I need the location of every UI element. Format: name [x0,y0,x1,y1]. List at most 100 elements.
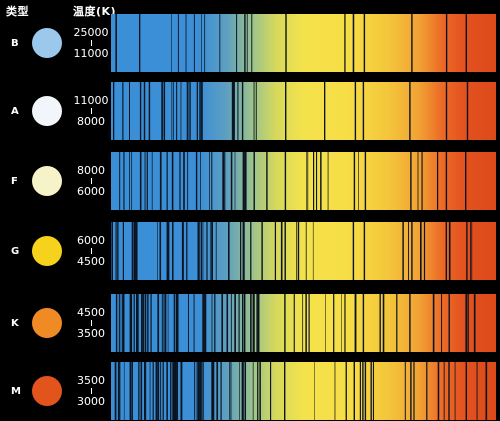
temperature-range: 4500 3500 [74,290,108,356]
absorption-line [266,152,268,210]
absorption-line [159,222,162,280]
absorption-line [466,222,468,280]
absorption-line [204,14,206,72]
absorption-line [239,362,240,420]
absorption-line [164,294,167,352]
absorption-line [129,362,132,420]
absorption-line [320,152,322,210]
absorption-line [244,152,247,210]
absorption-line [352,222,355,280]
absorption-line [250,222,252,280]
class-letter: K [11,317,19,329]
temperature-high: 11000 [73,94,109,107]
absorption-line [244,362,247,420]
absorption-line [382,294,384,352]
absorption-line [298,222,300,280]
class-row-a: A 11000 8000 [0,78,500,144]
absorption-line [260,362,261,420]
absorption-line [219,14,221,72]
absorption-line [284,152,287,210]
absorption-line [370,362,372,420]
absorption-line [305,222,307,280]
absorption-line [284,294,286,352]
absorption-line [293,294,295,352]
absorption-line [363,14,366,72]
absorption-line [172,362,174,420]
absorption-line [177,14,179,72]
temperature-header: 温度(K) [73,5,117,18]
absorption-line [157,222,158,280]
absorption-line [296,222,298,280]
absorption-line [236,14,238,72]
absorption-line [157,294,160,352]
class-letter: M [11,385,21,397]
absorption-line [149,362,151,420]
absorption-line [305,294,307,352]
absorption-line [228,222,230,280]
absorption-line [140,362,143,420]
absorption-line [115,294,118,352]
absorption-line [197,362,200,420]
absorption-line [257,362,259,420]
absorption-line [176,294,179,352]
absorption-line [171,152,174,210]
absorption-line [138,362,140,420]
absorption-line [144,362,146,420]
absorption-line [396,294,398,352]
absorption-line [364,152,367,210]
absorption-line [244,294,246,352]
absorption-line [180,82,182,140]
absorption-line [233,82,235,140]
temperature-range: 6000 4500 [74,218,108,284]
absorption-line [157,362,160,420]
absorption-line [302,294,304,352]
absorption-line [324,82,326,140]
absorption-line [314,362,315,420]
absorption-line [199,82,200,140]
absorption-line [372,362,375,420]
absorption-line [139,152,142,210]
absorption-line [261,222,263,280]
absorption-line [308,294,310,352]
absorption-line [120,294,122,352]
absorption-line [246,14,248,72]
absorption-line [131,294,133,352]
absorption-line [166,362,168,420]
absorption-line [211,294,213,352]
absorption-line [215,222,217,280]
absorption-line [216,362,218,420]
absorption-line [199,362,202,420]
temperature-low: 3500 [77,327,105,340]
absorption-line [131,362,133,420]
absorption-line [445,152,448,210]
absorption-line [163,82,166,140]
absorption-line [202,222,204,280]
absorption-line [152,362,154,420]
absorption-line [115,14,117,72]
absorption-line [176,362,179,420]
absorption-line [244,14,246,72]
absorption-line [252,362,254,420]
absorption-line [364,362,367,420]
absorption-line [466,82,469,140]
absorption-line [465,14,467,72]
absorption-line [171,82,173,140]
absorption-line [148,82,151,140]
absorption-line [448,294,450,352]
absorption-line [122,82,124,140]
absorption-line [161,82,163,140]
absorption-line [204,294,207,352]
absorption-line [186,82,188,140]
absorption-line [202,294,204,352]
absorption-line [408,222,409,280]
absorption-line [180,362,182,420]
absorption-line [285,14,287,72]
absorption-line [122,294,125,352]
absorption-line [238,294,240,352]
absorption-line [354,294,356,352]
spectrum-band [111,222,496,280]
absorption-line [243,152,245,210]
absorption-line [243,222,245,280]
absorption-line [476,362,478,420]
absorption-line [231,82,234,140]
